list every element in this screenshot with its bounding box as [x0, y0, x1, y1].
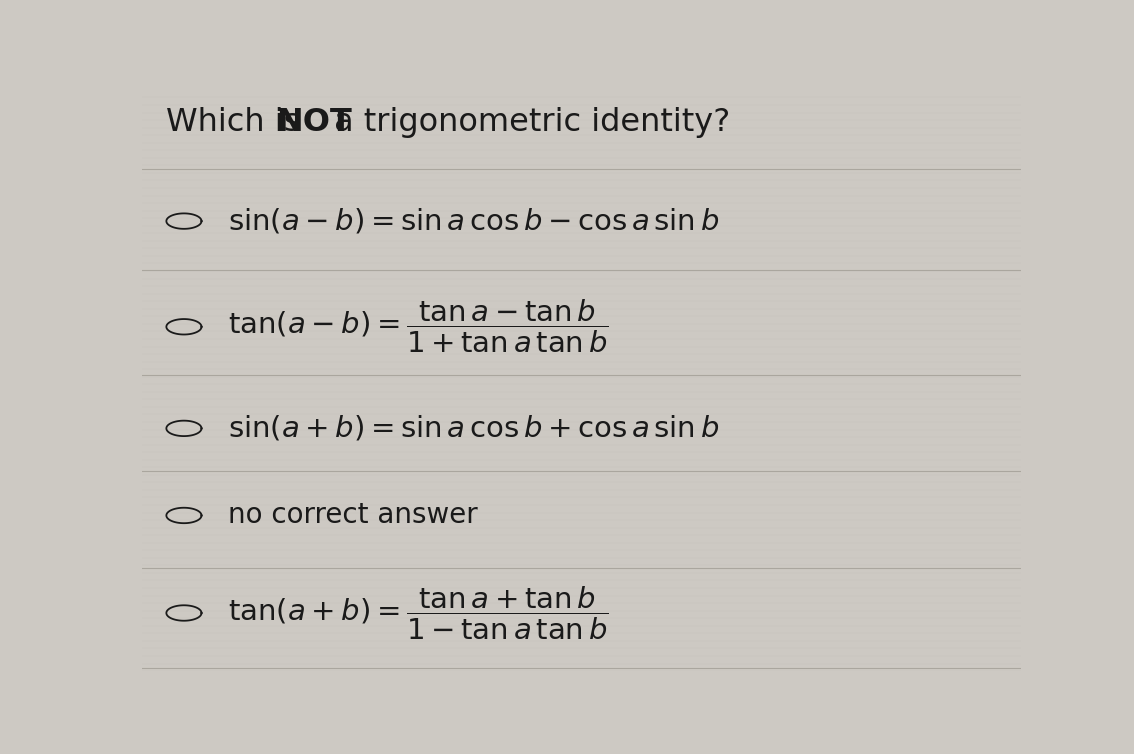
Text: $\tan(a + b) = \dfrac{\tan a + \tan b}{1 - \tan a\,\tan b}$: $\tan(a + b) = \dfrac{\tan a + \tan b}{1…	[228, 584, 609, 642]
Text: NOT: NOT	[277, 107, 352, 138]
Text: $\sin(a - b) = \sin a\,\cos b - \cos a\,\sin b$: $\sin(a - b) = \sin a\,\cos b - \cos a\,…	[228, 207, 719, 235]
Text: Which is: Which is	[167, 107, 311, 138]
Text: no correct answer: no correct answer	[228, 501, 477, 529]
Text: $\sin(a + b) = \sin a\,\cos b + \cos a\,\sin b$: $\sin(a + b) = \sin a\,\cos b + \cos a\,…	[228, 414, 719, 443]
Text: $\tan(a - b) = \dfrac{\tan a - \tan b}{1 + \tan a\,\tan b}$: $\tan(a - b) = \dfrac{\tan a - \tan b}{1…	[228, 299, 609, 355]
Text: a trigonometric identity?: a trigonometric identity?	[323, 107, 730, 138]
